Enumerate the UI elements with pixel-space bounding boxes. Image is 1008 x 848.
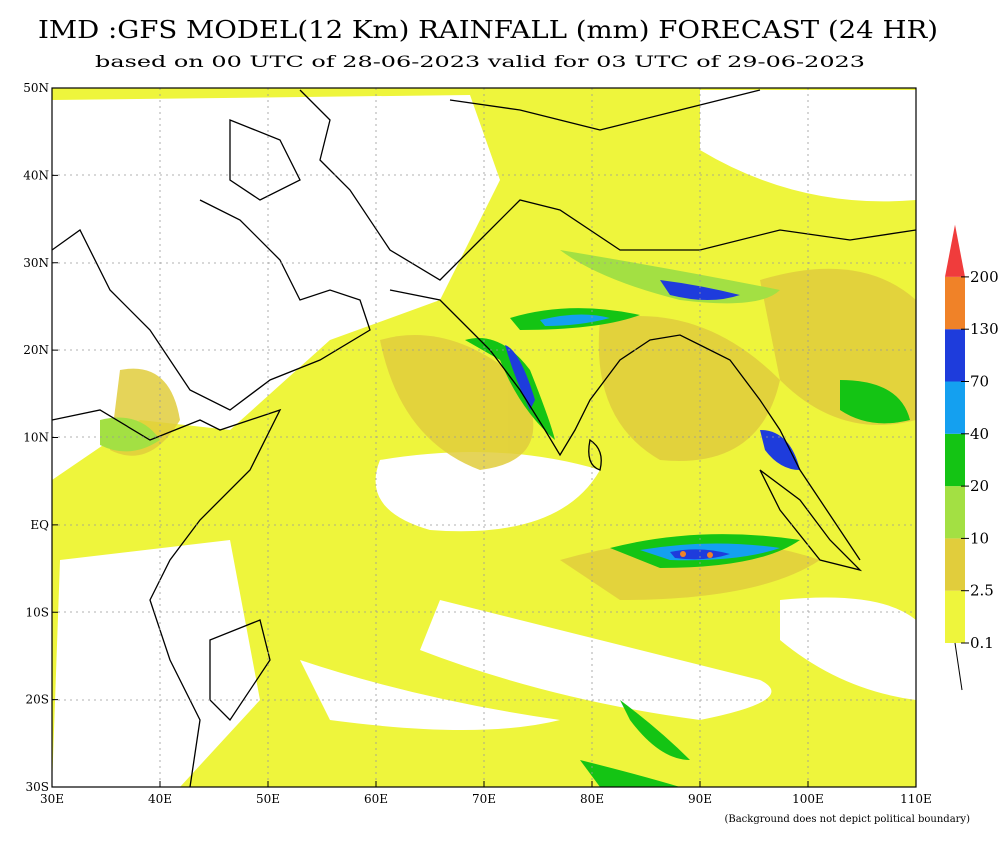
legend-label: 40	[970, 425, 989, 443]
legend-label: 200	[970, 268, 999, 286]
x-tick-label: 40E	[148, 792, 172, 806]
y-tick-label: 30N	[23, 256, 49, 270]
legend: 0.1 2.5 10 20 40 70 130 200	[945, 224, 999, 652]
legend-swatch	[945, 329, 965, 382]
legend-swatch	[945, 381, 965, 434]
x-tick-label: 30E	[40, 792, 64, 806]
legend-swatch	[945, 276, 965, 330]
legend-swatch	[945, 486, 965, 539]
legend-swatch	[945, 590, 965, 643]
x-tick-label: 90E	[688, 792, 712, 806]
y-tick-label: 10N	[23, 431, 49, 445]
x-tick-label: 110E	[900, 792, 932, 806]
map-area	[52, 88, 916, 787]
x-tick-label: 50E	[256, 792, 280, 806]
rain-heavy	[100, 250, 910, 787]
legend-label: 130	[970, 320, 999, 338]
y-tick-label: 40N	[23, 168, 49, 182]
x-tick-label: 60E	[364, 792, 388, 806]
x-tick-label: 100E	[792, 792, 824, 806]
legend-tail	[954, 642, 963, 691]
y-tick-label: 50N	[23, 81, 49, 95]
y-tick-label: 20S	[26, 693, 50, 707]
legend-swatch	[945, 538, 965, 591]
y-tick-label: EQ	[30, 518, 49, 532]
x-tick-label: 80E	[580, 792, 604, 806]
subtitle: based on 00 UTC of 28-06-2023 valid for …	[95, 52, 865, 71]
legend-label: 0.1	[970, 634, 994, 652]
footnote: (Background does not depict political bo…	[724, 814, 970, 825]
x-tick-label: 70E	[472, 792, 496, 806]
legend-label: 2.5	[970, 582, 994, 600]
graticule	[52, 88, 916, 787]
legend-swatch	[945, 433, 965, 487]
y-tick-label: 20N	[23, 343, 49, 357]
title: IMD :GFS MODEL(12 Km) RAINFALL (mm) FORE…	[38, 16, 938, 44]
legend-arrow	[945, 224, 965, 277]
y-tick-label: 10S	[26, 605, 50, 619]
legend-label: 20	[970, 477, 989, 495]
legend-label: 70	[970, 373, 989, 391]
y-tick-label: 30S	[26, 780, 50, 794]
legend-label: 10	[970, 529, 989, 547]
